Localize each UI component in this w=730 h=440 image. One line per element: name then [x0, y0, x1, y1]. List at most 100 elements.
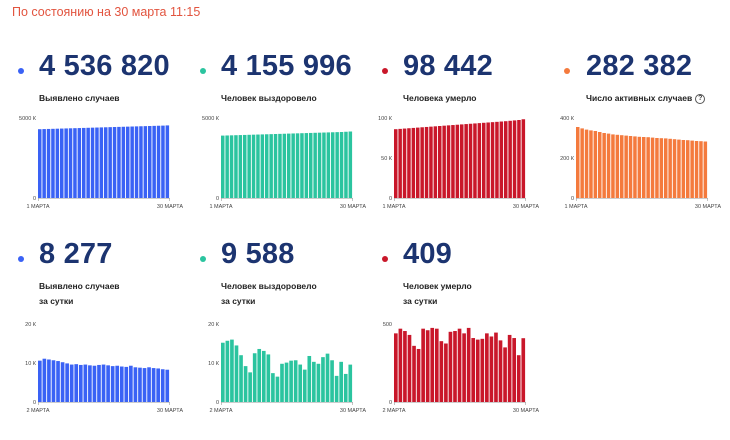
total-cases-value: 4 536 820	[39, 50, 170, 82]
bar	[147, 367, 151, 402]
bar	[269, 134, 273, 198]
y-tick-label: 20 К	[25, 322, 37, 328]
daily-deaths-chart: 500 0 2 МАРТА 30 МАРТА	[382, 322, 539, 414]
series-dot	[18, 256, 24, 262]
bar	[92, 365, 97, 402]
bar	[411, 127, 416, 198]
bar	[464, 124, 468, 198]
bar	[348, 364, 353, 402]
bar	[442, 125, 446, 198]
x-tick-label-end: 30 МАРТА	[513, 204, 539, 210]
bar	[142, 368, 147, 402]
daily-recovered-label: Человек выздоровело за сутки	[221, 279, 317, 309]
bar	[221, 135, 225, 198]
x-tick-label-end: 30 МАРТА	[340, 408, 366, 414]
bar	[47, 359, 51, 402]
daily-recovered-title: Человек выздоровело	[221, 281, 317, 291]
bar	[416, 348, 421, 402]
bar	[56, 361, 60, 402]
bar	[230, 339, 234, 402]
bar	[438, 126, 442, 198]
bar	[69, 364, 74, 402]
bar	[344, 131, 348, 198]
daily-recovered-subtitle: за сутки	[221, 296, 256, 306]
bar	[580, 128, 584, 198]
daily-deaths-value: 409	[403, 238, 452, 270]
x-tick-label-start: 1 МАРТА	[209, 204, 232, 210]
bar	[425, 330, 430, 402]
bar	[624, 135, 628, 198]
bar	[229, 135, 234, 198]
y-tick-label: 200 К	[560, 156, 575, 162]
bar	[576, 127, 580, 198]
bar	[302, 369, 307, 402]
bar	[321, 357, 325, 402]
bar	[628, 136, 633, 198]
bar	[112, 127, 117, 198]
bar	[266, 354, 271, 402]
bar	[248, 372, 252, 402]
bar	[148, 126, 152, 198]
bar	[73, 128, 77, 198]
bar	[251, 134, 256, 198]
daily-cases-title: Выявлено случаев	[39, 281, 120, 291]
bar	[275, 376, 280, 402]
deaths-label: Человека умерло	[403, 91, 476, 106]
bar	[247, 134, 251, 198]
bar	[699, 141, 703, 198]
bar	[280, 363, 284, 402]
daily-cases-chart: 20 К 10 К 0 2 МАРТА 30 МАРТА	[25, 322, 183, 414]
bar	[398, 328, 403, 402]
bar	[517, 120, 521, 198]
bar	[664, 138, 668, 198]
bar	[265, 134, 269, 198]
bar	[475, 339, 480, 402]
deaths-value: 98 442	[403, 50, 493, 82]
help-icon[interactable]: ?	[695, 94, 706, 104]
bar	[394, 333, 398, 402]
bar	[503, 347, 507, 402]
bar	[55, 128, 60, 198]
daily-deaths-subtitle: за сутки	[403, 296, 438, 306]
bar	[686, 140, 690, 198]
series-dot	[382, 256, 388, 262]
bar	[77, 128, 82, 198]
bar	[38, 129, 42, 198]
bar	[51, 128, 55, 198]
bar	[126, 126, 130, 198]
series-dot	[18, 68, 24, 74]
bar	[51, 360, 56, 402]
active-cases-value: 282 382	[586, 50, 693, 82]
bar	[234, 345, 239, 402]
bar	[398, 128, 402, 198]
y-tick-label: 0	[571, 196, 574, 202]
bar	[429, 126, 433, 198]
bar	[690, 140, 694, 198]
bar	[86, 127, 90, 198]
bar	[108, 127, 112, 198]
bar	[490, 122, 495, 198]
total-cases-label: Выявлено случаев	[39, 91, 120, 106]
bar	[293, 360, 298, 402]
bar	[38, 360, 42, 402]
bar	[455, 124, 460, 198]
y-tick-label: 0	[33, 196, 36, 202]
bar	[637, 136, 642, 198]
bar	[412, 345, 416, 402]
bar	[339, 361, 343, 402]
daily-cases-label: Выявлено случаев за сутки	[39, 279, 120, 309]
bar	[65, 363, 69, 402]
bar	[394, 129, 398, 198]
bar	[499, 121, 504, 198]
bar	[309, 132, 313, 198]
bar	[295, 133, 300, 198]
active-cases-title: Число активных случаев	[586, 93, 693, 103]
bar	[402, 128, 407, 198]
bar	[482, 122, 486, 198]
bar	[78, 364, 83, 402]
y-tick-label: 50 К	[381, 156, 393, 162]
bar	[343, 373, 348, 402]
bar	[486, 122, 490, 198]
recovered-value: 4 155 996	[221, 50, 352, 82]
bar	[106, 365, 110, 402]
